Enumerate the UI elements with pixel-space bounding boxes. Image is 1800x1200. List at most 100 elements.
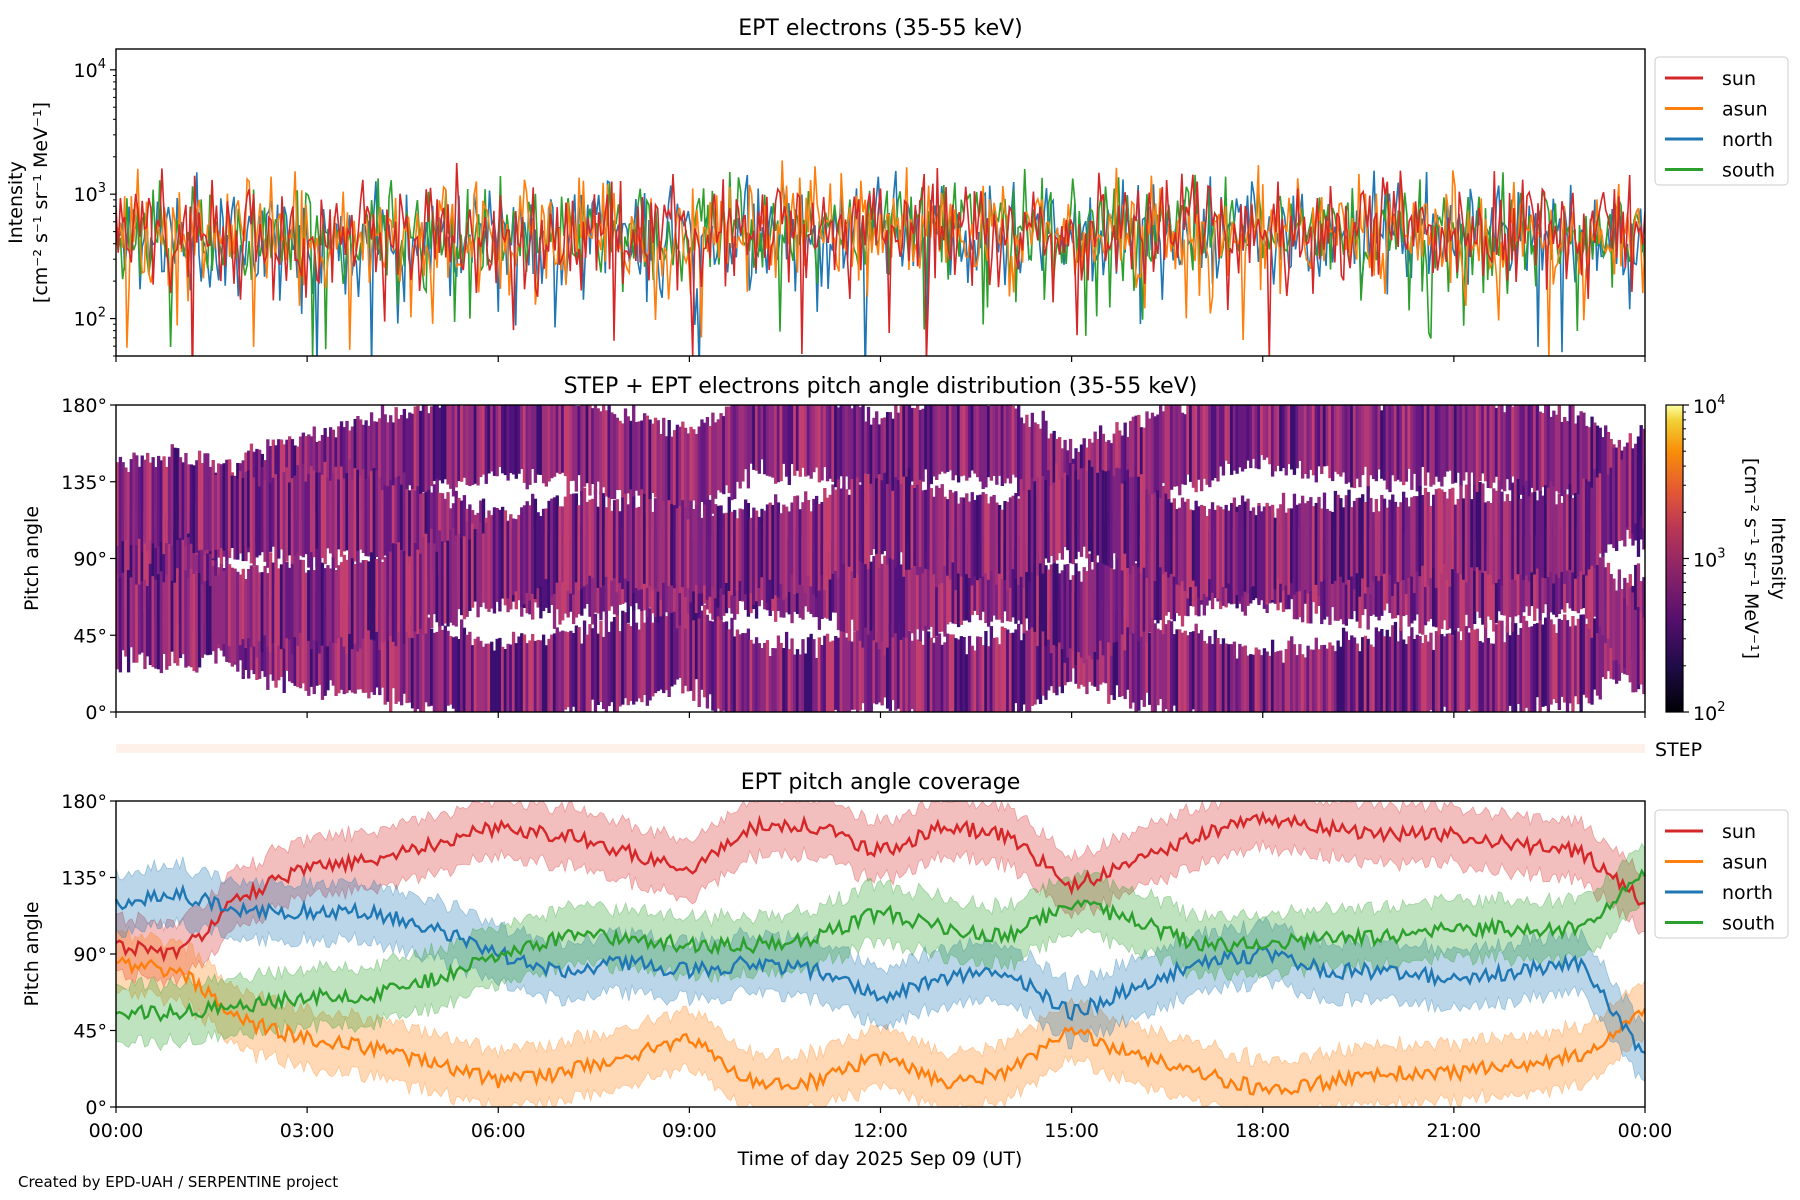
pad-cell [935, 636, 939, 712]
pad-cell [834, 489, 838, 571]
pad-cell [1339, 498, 1343, 577]
pad-cell [1415, 634, 1419, 712]
pad-cell [1199, 504, 1204, 601]
pad-cell [178, 576, 183, 658]
pad-cell [1232, 641, 1237, 712]
pad-cell [1636, 436, 1641, 534]
pad-cell [511, 405, 516, 475]
pad-cell [1361, 494, 1365, 579]
pad-cell [951, 634, 955, 712]
pad-cell [610, 510, 614, 581]
pad-cell [181, 576, 185, 655]
pad-cell [1139, 619, 1144, 700]
pad-cell [992, 495, 996, 585]
pad-cell [795, 495, 800, 594]
pad-cell [847, 627, 852, 712]
pad-cell [569, 494, 573, 594]
pad-cell [915, 484, 920, 576]
pad-cell [375, 559, 379, 632]
pad-cell [1462, 625, 1466, 712]
pad-cell [582, 487, 587, 587]
pad-cell [921, 644, 925, 712]
pad-cell [593, 489, 598, 588]
pad-cell [1415, 540, 1419, 615]
pad-cell [563, 496, 568, 575]
pad-cell [659, 503, 663, 600]
pad-cell [1437, 626, 1441, 712]
pad-cell [170, 444, 174, 546]
pad-cell [132, 516, 136, 614]
pad-cell [558, 631, 562, 712]
pad-cell [973, 650, 977, 712]
pad-cell [1235, 405, 1239, 474]
pad-cell [866, 474, 871, 570]
legend-label-asun: asun [1722, 99, 1768, 121]
pad-cell [1082, 567, 1086, 664]
pad-cell [853, 482, 857, 578]
pad-cell [468, 405, 472, 487]
pad-cell [943, 535, 947, 637]
pad-cell [490, 641, 494, 712]
step-coverage-bar [116, 744, 1645, 753]
pad-cell [257, 486, 262, 556]
pad-cell [247, 470, 251, 548]
pad-cell [372, 557, 376, 641]
pad-cell [1115, 555, 1119, 642]
pad-cell [582, 620, 587, 712]
pad-cell [203, 581, 207, 655]
pad-cell [266, 573, 270, 647]
pad-cell [885, 608, 890, 709]
pad-cell [378, 611, 382, 696]
pad-cell [320, 562, 325, 646]
pad-cell [1238, 505, 1242, 601]
pad-cell [1595, 425, 1600, 514]
pad-cell [801, 639, 805, 712]
pad-cell [823, 405, 827, 468]
pad-cell [1385, 405, 1389, 490]
pad-cell [820, 645, 824, 712]
pad-cell [312, 426, 316, 510]
pad-cell [536, 639, 540, 712]
pad-cell [823, 488, 827, 590]
pad-cell [932, 541, 936, 639]
pad-cell [1423, 487, 1428, 587]
pad-cell [555, 627, 559, 712]
pad-cell [460, 538, 464, 616]
pad-cell [132, 584, 136, 663]
pad-cell [167, 534, 172, 603]
pad-cell [1347, 489, 1351, 580]
pad-cell [716, 505, 721, 608]
pad-cell [424, 405, 428, 495]
pad-cell [337, 565, 341, 639]
pad-cell [1320, 508, 1324, 582]
pad-cell [1464, 405, 1469, 473]
pad-cell [1426, 641, 1430, 712]
pad-cell [435, 551, 439, 623]
pad-cell [1131, 603, 1136, 703]
pad-cell [1407, 532, 1411, 627]
pad-cell [1120, 483, 1125, 571]
pad-cell [326, 477, 330, 549]
pad-cell [1118, 468, 1122, 561]
pad-cell [626, 623, 630, 706]
pad-cell [1442, 636, 1447, 707]
pad-cell [907, 405, 912, 497]
pad-cell [326, 565, 330, 647]
pad-cell [427, 542, 431, 615]
pad-cell [140, 455, 144, 552]
pad-cell [1150, 412, 1155, 502]
pad-cell [170, 529, 174, 626]
pad-cell [446, 630, 450, 706]
pad-cell [397, 418, 401, 495]
pad-cell [915, 560, 920, 630]
pad-cell [1535, 534, 1540, 609]
pad-cell [1088, 553, 1092, 656]
y-axis-label: Pitch angle [21, 901, 43, 1006]
pad-cell [386, 486, 390, 558]
pad-cell [1189, 405, 1193, 482]
pad-cell [263, 565, 267, 636]
pad-cell [1109, 471, 1114, 568]
pad-cell [1183, 501, 1187, 592]
pad-cell [552, 497, 557, 594]
pad-cell [1587, 481, 1591, 570]
